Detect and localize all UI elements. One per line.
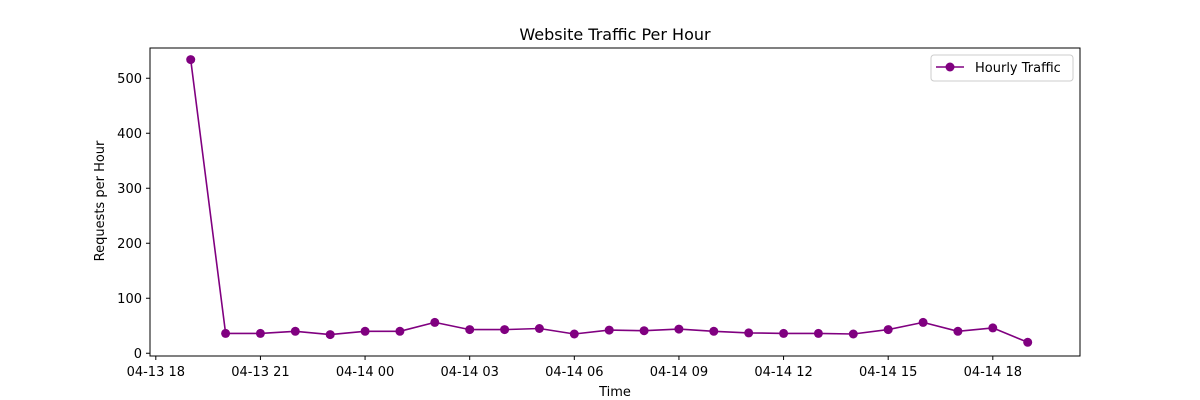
data-point-marker	[395, 326, 405, 336]
data-point-marker	[988, 323, 998, 333]
legend-marker-swatch	[945, 62, 955, 72]
x-tick-label: 04-14 18	[964, 365, 1022, 380]
data-point-marker	[744, 328, 754, 338]
x-tick-label: 04-14 12	[754, 365, 812, 380]
data-point-marker	[360, 326, 370, 336]
legend: Hourly Traffic	[930, 54, 1074, 82]
data-point-marker	[500, 325, 510, 335]
data-point-marker	[465, 325, 475, 335]
y-tick-label: 0	[134, 347, 142, 362]
plot-area	[186, 55, 1033, 347]
data-point-marker	[290, 326, 300, 336]
data-point-marker	[325, 330, 335, 340]
y-tick-label: 500	[117, 72, 142, 87]
x-tick-label: 04-14 00	[336, 365, 394, 380]
data-point-marker	[848, 329, 858, 339]
data-point-marker	[186, 55, 196, 65]
data-point-marker	[534, 324, 544, 333]
axes-frame	[149, 47, 1081, 357]
data-point-marker	[639, 326, 649, 336]
x-tick-label: 04-14 03	[440, 365, 498, 380]
data-point-marker	[953, 326, 963, 336]
chart-title: Website Traffic Per Hour	[519, 25, 711, 44]
data-point-marker	[674, 324, 684, 334]
data-point-marker	[1023, 337, 1033, 347]
data-point-marker	[430, 317, 440, 327]
data-point-marker	[709, 326, 719, 336]
x-tick-label: 04-14 06	[545, 365, 603, 380]
y-tick-label: 400	[117, 127, 142, 142]
y-tick-label: 300	[117, 182, 142, 197]
data-point-marker	[883, 325, 893, 335]
data-point-marker	[255, 328, 265, 338]
data-point-marker	[779, 328, 789, 338]
data-point-marker	[221, 328, 231, 338]
x-tick-label: 04-13 21	[231, 365, 289, 380]
data-point-marker	[569, 329, 579, 339]
x-axis-label: Time	[598, 385, 631, 400]
legend-label: Hourly Traffic	[975, 61, 1061, 76]
y-axis-label: Requests per Hour	[93, 140, 108, 261]
x-tick-label: 04-14 09	[650, 365, 708, 380]
x-tick-label: 04-14 15	[859, 365, 917, 380]
x-tick-label: 04-13 18	[127, 365, 185, 380]
data-point-marker	[604, 325, 614, 335]
data-point-marker	[813, 328, 823, 338]
y-tick-label: 200	[117, 237, 142, 252]
axis-ticks: 0 100 200 300 400 500 04-13 18 04-13 21 04-14 00…	[117, 72, 1022, 380]
y-tick-label: 100	[117, 292, 142, 307]
legend-box	[930, 54, 1074, 82]
data-point-marker	[918, 317, 928, 327]
